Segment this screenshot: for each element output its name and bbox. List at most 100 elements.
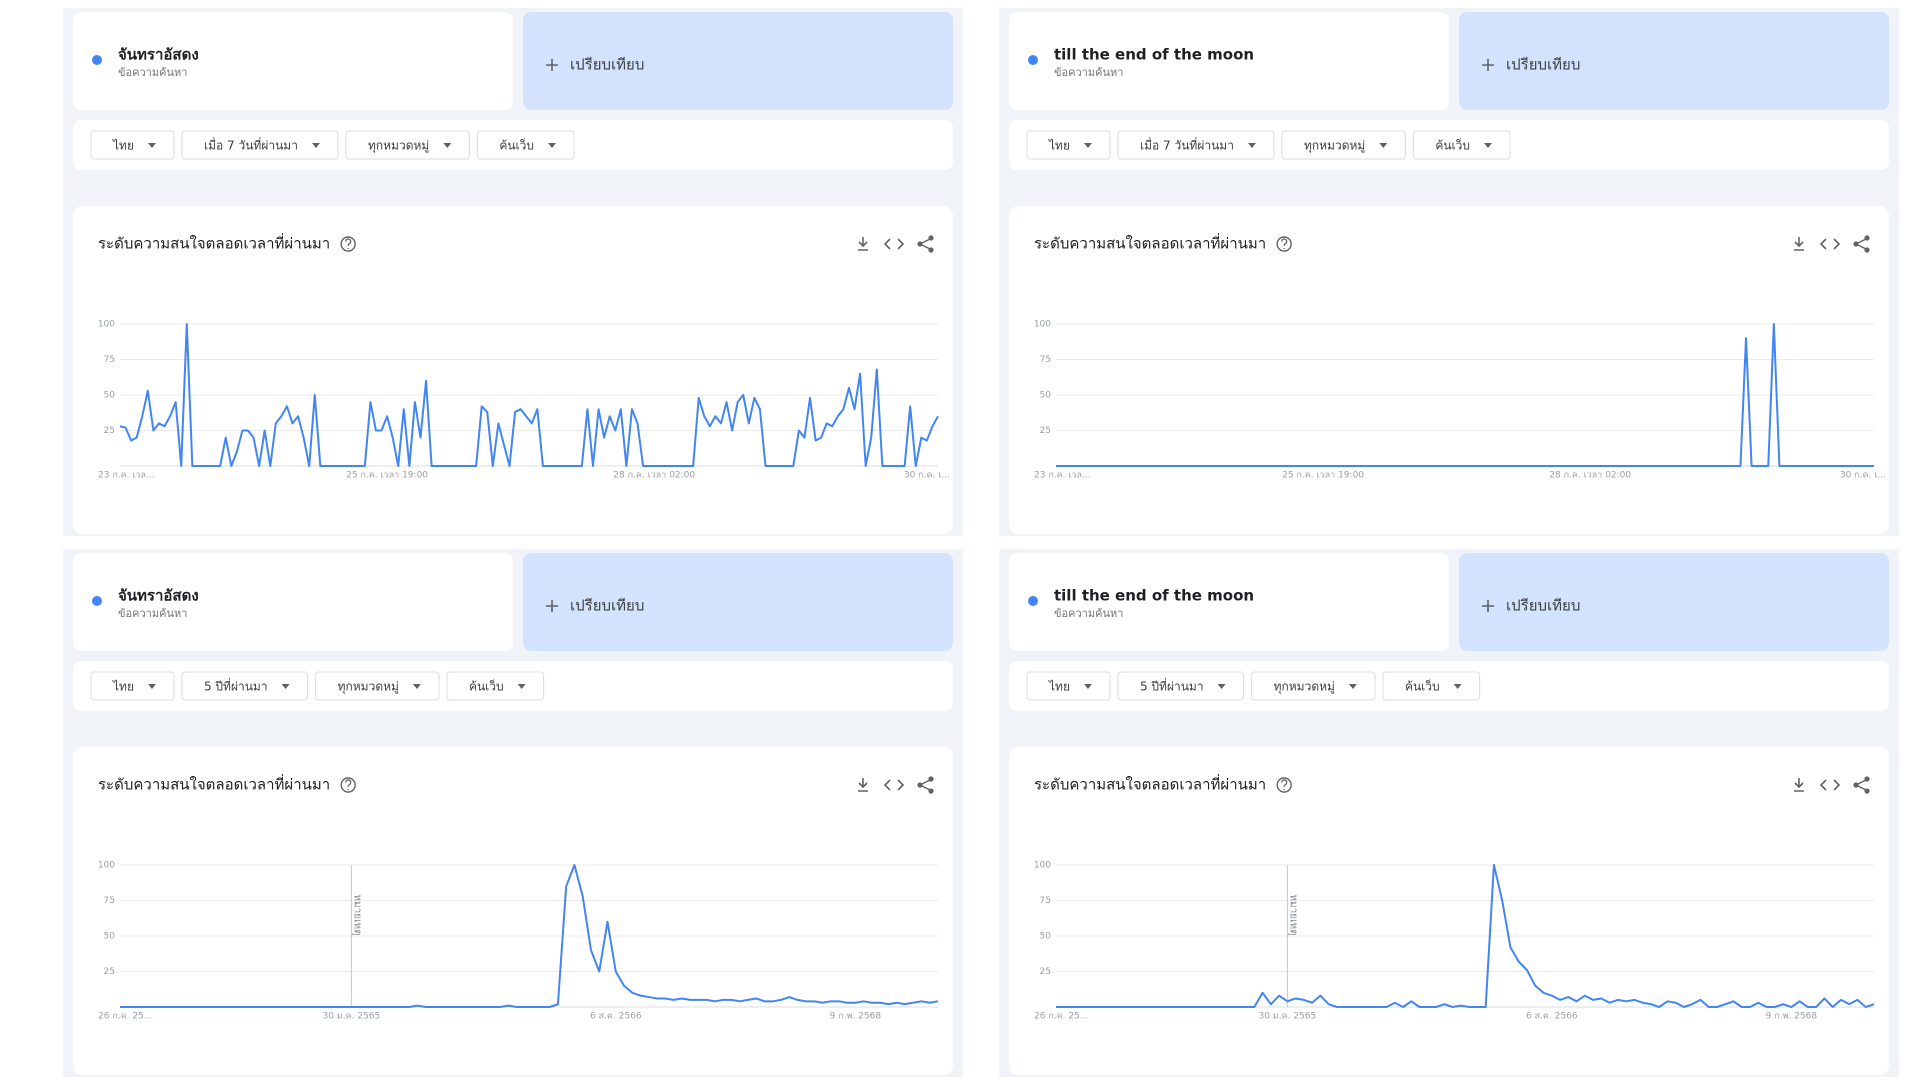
filter-chip[interactable]: [181, 130, 339, 160]
filter-label[interactable]: ไทย: [112, 680, 134, 694]
filter-dropdown[interactable]: ไทย: [1026, 671, 1111, 701]
filter-dropdown[interactable]: ไทย: [90, 130, 175, 160]
filter-dropdown[interactable]: 5 ปีที่ผ่านมา: [1117, 671, 1245, 701]
filter-label[interactable]: ทุกหมวดหมู่: [368, 139, 429, 154]
filter-chip[interactable]: [1382, 671, 1481, 701]
download-icon[interactable]: [1794, 237, 1804, 251]
filter-label[interactable]: ค้นเว็บ: [469, 679, 504, 694]
download-icon[interactable]: [1794, 778, 1804, 792]
chart-card: [1009, 747, 1889, 1075]
filter-label[interactable]: ทุกหมวดหมู่: [1274, 680, 1335, 695]
dropdown-arrow: [1484, 143, 1492, 148]
interest-line: [1056, 323, 1874, 467]
filter-dropdown[interactable]: ทุกหมวดหมู่: [315, 671, 440, 701]
filter-dropdown[interactable]: ค้นเว็บ: [1412, 130, 1511, 160]
embed-icon[interactable]: [1819, 238, 1841, 250]
filter-dropdown[interactable]: ทุกหมวดหมู่: [1281, 130, 1406, 160]
y-tick-label: 50: [104, 932, 116, 942]
search-term: จันทราอัสดง: [118, 46, 199, 64]
filter-chip[interactable]: [446, 671, 545, 701]
filter-dropdown[interactable]: ไทย: [1026, 130, 1111, 160]
filter-dropdown[interactable]: เมื่อ 7 วันที่ผ่านมา: [181, 130, 339, 160]
y-tick-label: 75: [1040, 355, 1051, 365]
filter-chip[interactable]: [90, 671, 175, 701]
filter-label[interactable]: เมื่อ 7 วันที่ผ่านมา: [1140, 137, 1234, 153]
filter-chip[interactable]: [1412, 130, 1511, 160]
compare-button[interactable]: เปรียบเทียบ: [523, 553, 953, 651]
share-icon-dot: [1853, 782, 1859, 788]
embed-icon[interactable]: [883, 779, 905, 791]
filter-label[interactable]: 5 ปีที่ผ่านมา: [204, 678, 268, 694]
plus-icon: [1482, 59, 1494, 71]
filter-chip[interactable]: [1117, 671, 1245, 701]
chart-title: ระดับความสนใจตลอดเวลาที่ผ่านมา: [98, 774, 330, 794]
help-icon[interactable]: [1276, 777, 1292, 793]
filter-label[interactable]: ค้นเว็บ: [1435, 138, 1470, 153]
filter-dropdown[interactable]: ทุกหมวดหมู่: [345, 130, 470, 160]
dropdown-arrow: [1247, 143, 1256, 148]
filter-dropdown[interactable]: ค้นเว็บ: [476, 130, 575, 160]
filter-dropdown[interactable]: ค้นเว็บ: [446, 671, 545, 701]
filter-chip[interactable]: [1281, 130, 1406, 160]
share-icon-dot: [917, 241, 923, 247]
filter-label[interactable]: ค้นเว็บ: [1405, 679, 1440, 694]
filter-dropdown[interactable]: ไทย: [90, 671, 175, 701]
filter-label[interactable]: ค้นเว็บ: [499, 138, 534, 153]
filter-dropdown[interactable]: ทุกหมวดหมู่: [1251, 671, 1376, 701]
filter-label[interactable]: ไทย: [1048, 139, 1070, 153]
dropdown-arrow: [1379, 143, 1388, 148]
compare-label[interactable]: เปรียบเทียบ: [1506, 597, 1580, 615]
filter-label[interactable]: เมื่อ 7 วันที่ผ่านมา: [204, 137, 298, 153]
filter-chip[interactable]: [1117, 130, 1275, 160]
compare-card[interactable]: [523, 12, 953, 110]
filter-chip[interactable]: [181, 671, 309, 701]
compare-label[interactable]: เปรียบเทียบ: [570, 56, 644, 74]
filter-chip[interactable]: [345, 130, 470, 160]
compare-button[interactable]: เปรียบเทียบ: [1459, 12, 1889, 110]
annotation-label: หมายเหตุ: [351, 894, 362, 935]
plus-icon: [546, 600, 558, 612]
dropdown-arrow: [1083, 143, 1092, 148]
share-icon-dot: [1864, 247, 1870, 253]
compare-button[interactable]: เปรียบเทียบ: [523, 12, 953, 110]
filter-label[interactable]: ทุกหมวดหมู่: [1304, 139, 1365, 154]
x-tick-label: 6 ส.ค. 2566: [1526, 1012, 1578, 1022]
chart-title: ระดับความสนใจตลอดเวลาที่ผ่านมา: [1034, 233, 1266, 253]
filter-dropdown[interactable]: ค้นเว็บ: [1382, 671, 1481, 701]
filter-label[interactable]: 5 ปีที่ผ่านมา: [1140, 678, 1204, 694]
compare-card[interactable]: [1459, 553, 1889, 651]
trends-panel: till the end of the moon ข้อความค้นหา เปรี…: [999, 8, 1899, 536]
compare-card[interactable]: [523, 553, 953, 651]
search-term-card: [73, 12, 513, 110]
filter-chip[interactable]: [1026, 671, 1111, 701]
filter-dropdown[interactable]: เมื่อ 7 วันที่ผ่านมา: [1117, 130, 1275, 160]
download-icon[interactable]: [858, 237, 868, 251]
compare-card[interactable]: [1459, 12, 1889, 110]
embed-icon[interactable]: [1819, 779, 1841, 791]
compare-button[interactable]: เปรียบเทียบ: [1459, 553, 1889, 651]
compare-label[interactable]: เปรียบเทียบ: [570, 597, 644, 615]
help-icon[interactable]: [340, 777, 356, 793]
help-icon[interactable]: [340, 236, 356, 252]
filter-chip[interactable]: [315, 671, 440, 701]
y-tick-label: 100: [1034, 320, 1051, 330]
compare-label[interactable]: เปรียบเทียบ: [1506, 56, 1580, 74]
download-icon[interactable]: [858, 778, 868, 792]
embed-icon[interactable]: [883, 238, 905, 250]
filter-chip[interactable]: [476, 130, 575, 160]
search-term: till the end of the moon: [1054, 587, 1254, 605]
filter-chip[interactable]: [1026, 130, 1111, 160]
filter-label[interactable]: ทุกหมวดหมู่: [338, 680, 399, 695]
chart-card: [1009, 206, 1889, 534]
filter-label[interactable]: ไทย: [1048, 680, 1070, 694]
x-tick-label: 23 ก.ค. เวล...: [1034, 471, 1091, 481]
filter-label[interactable]: ไทย: [112, 139, 134, 153]
help-icon-mark: [345, 238, 352, 249]
filter-chip[interactable]: [1251, 671, 1376, 701]
dropdown-arrow: [311, 143, 320, 148]
filter-dropdown[interactable]: 5 ปีที่ผ่านมา: [181, 671, 309, 701]
filter-chip[interactable]: [90, 130, 175, 160]
help-icon[interactable]: [1276, 236, 1292, 252]
chart-card: [73, 206, 953, 534]
